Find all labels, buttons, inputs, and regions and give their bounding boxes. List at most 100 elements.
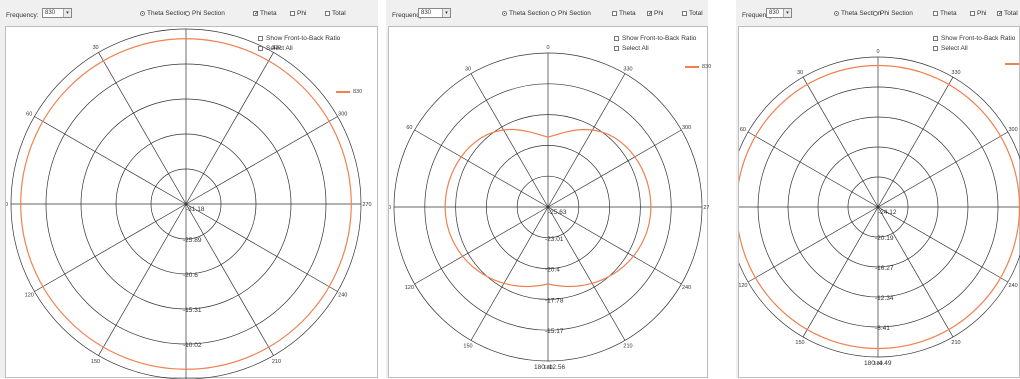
select-all-checkbox[interactable]: Select All (933, 45, 968, 52)
frequency-value: 830 (421, 10, 432, 16)
plot-panel-1: Frequency: 830 ▾ Theta Section Phi Section ✓ T… (0, 0, 378, 379)
angle-label: 330 (272, 45, 281, 51)
checkbox-theta[interactable]: ✓ Theta (253, 10, 277, 17)
checkbox-label: Phi (977, 10, 987, 17)
radial-tick-label: -12.34 (875, 295, 894, 302)
checkbox[interactable] (933, 36, 938, 41)
angle-label: 60 (740, 127, 746, 133)
radio-button[interactable] (873, 11, 878, 16)
grid-spoke (470, 206, 549, 341)
plot-panel-3: Frequency: 830 ▾ Theta Section Phi Section Th… (736, 0, 1020, 378)
angle-label: 30 (92, 45, 98, 51)
checkbox[interactable]: ✓ (997, 11, 1004, 17)
angle-label: 150 (463, 344, 472, 350)
legend-label: 830 (353, 89, 363, 95)
radio-button[interactable] (551, 11, 556, 16)
angle-label: 60 (406, 125, 412, 131)
toolbar: Frequency: 830 ▾ Theta Section Phi Section ✓ T… (0, 2, 378, 24)
checkbox[interactable] (933, 11, 938, 16)
radio-theta-section[interactable]: Theta Section (502, 10, 549, 17)
checkbox[interactable] (612, 11, 617, 16)
radial-tick-label: -15.31 (183, 307, 202, 314)
checkbox-total[interactable]: ✓ Total (997, 10, 1018, 17)
angle-label: 120 (405, 285, 414, 291)
grid-spoke (547, 73, 626, 208)
checkbox-theta[interactable]: Theta (933, 10, 957, 17)
angle-label: 120 (739, 283, 747, 289)
chevron-down-icon[interactable]: ▾ (783, 9, 791, 17)
checkbox-total[interactable]: Total (682, 10, 703, 17)
radio-button[interactable] (502, 11, 507, 16)
chevron-down-icon[interactable]: ▾ (63, 9, 71, 17)
angle-label: 330 (951, 70, 960, 76)
radial-tick-label: -20.4 (545, 267, 560, 274)
checkbox-theta[interactable]: Theta (612, 10, 636, 17)
angle-label: 240 (338, 293, 347, 299)
select-all-checkbox[interactable]: Select All (258, 45, 293, 52)
radio-phi-section[interactable]: Phi Section (873, 10, 913, 17)
checkbox[interactable] (325, 11, 330, 16)
radial-tick-label: -25.89 (183, 237, 202, 244)
radial-tick-label: 180 -4.49 (864, 360, 892, 367)
checkbox[interactable]: ✓ (253, 11, 260, 17)
radio-theta-section[interactable]: Theta Section (140, 10, 187, 17)
show-front-to-back-ratio-checkbox[interactable]: Show Front-to-Back Ratio (933, 35, 1015, 42)
radial-tick-label: -10.02 (183, 342, 202, 349)
checkbox[interactable] (290, 11, 295, 16)
checkbox[interactable] (614, 46, 619, 51)
radio-button[interactable] (834, 11, 839, 16)
checkbox-label: Select All (622, 45, 649, 52)
checkbox-phi[interactable]: Phi (290, 10, 306, 17)
checkbox[interactable] (614, 36, 619, 41)
checkbox-label: Theta (940, 10, 957, 17)
checkbox[interactable] (933, 46, 938, 51)
angle-label: 210 (272, 359, 281, 365)
checkbox[interactable] (682, 11, 687, 16)
radial-tick-label: -17.78 (545, 297, 564, 304)
grid-spoke (185, 52, 274, 205)
radial-tick-label: 180 -12.56 (534, 364, 565, 371)
checkbox[interactable] (970, 11, 975, 16)
show-front-to-back-ratio-checkbox[interactable]: Show Front-to-Back Ratio (614, 35, 696, 42)
checkbox-label: Show Front-to-Back Ratio (266, 35, 341, 42)
frequency-label: Frequency: (742, 12, 775, 19)
show-front-to-back-ratio-checkbox[interactable]: Show Front-to-Back Ratio (258, 35, 340, 42)
radial-tick-label: -8.41 (875, 325, 890, 332)
checkbox[interactable] (258, 36, 263, 41)
frequency-select[interactable]: 830 ▾ (766, 8, 792, 18)
checkbox[interactable]: ✓ (647, 11, 654, 17)
legend-item-830: 830 (336, 89, 362, 95)
legend-label: 830 (702, 64, 712, 70)
grid-spoke (185, 116, 338, 205)
radio-label: Theta Section (147, 10, 188, 17)
grid-spoke (747, 131, 879, 208)
grid-spoke (34, 116, 187, 205)
polar-chart: 0306090120150180210240270300330-31.18-25… (6, 28, 372, 379)
radio-button[interactable] (140, 11, 145, 16)
checkbox-label: Theta (619, 10, 636, 17)
radio-phi-section[interactable]: Phi Section (551, 10, 591, 17)
grid-spoke (547, 206, 682, 285)
checkbox[interactable] (258, 46, 263, 51)
checkbox-label: Select All (941, 45, 968, 52)
chevron-down-icon[interactable]: ▾ (442, 9, 450, 17)
frequency-label: Frequency: (392, 12, 425, 19)
radial-tick-label: -20.6 (183, 272, 198, 279)
checkbox-phi[interactable]: Phi (970, 10, 986, 17)
grid-spoke (877, 206, 954, 338)
checkbox-total[interactable]: Total (325, 10, 346, 17)
radio-phi-section[interactable]: Phi Section (185, 10, 225, 17)
frequency-select[interactable]: 830 ▾ (42, 8, 72, 18)
legend-item-830: 830 (685, 64, 711, 70)
legend-swatch (1005, 63, 1019, 65)
frequency-select[interactable]: 830 ▾ (418, 8, 451, 18)
checkbox-label: Show Front-to-Back Ratio (941, 35, 1016, 42)
radio-theta-section[interactable]: Theta Section (834, 10, 881, 17)
select-all-checkbox[interactable]: Select All (614, 45, 649, 52)
radio-label: Theta Section (841, 10, 882, 17)
legend-item-830: 830 (1005, 61, 1020, 67)
checkbox-phi[interactable]: ✓ Phi (647, 10, 663, 17)
angle-label: 270 (362, 202, 371, 208)
radio-button[interactable] (185, 11, 190, 16)
grid-spoke (98, 203, 187, 356)
